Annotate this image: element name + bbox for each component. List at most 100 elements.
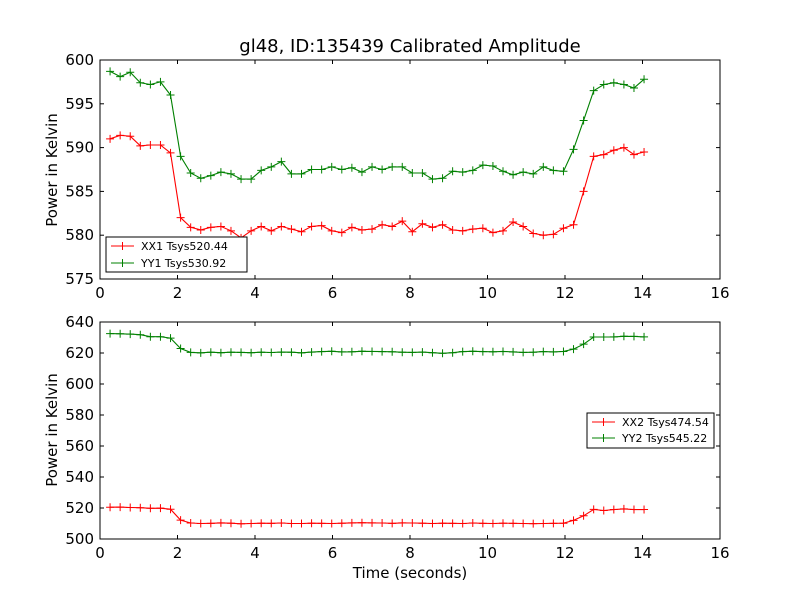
bottom-data-point [448, 348, 457, 357]
bottom-data-point [418, 348, 427, 357]
top-data-point [569, 220, 578, 229]
bottom-data-point [226, 519, 235, 528]
bottom-data-point [186, 519, 195, 528]
bottom-data-point [267, 519, 276, 528]
top-data-point [136, 141, 145, 150]
bottom-data-point [629, 505, 638, 514]
bottom-data-point [106, 329, 115, 338]
bottom-y-tick-label: 640 [65, 313, 94, 331]
top-y-tick-label: 585 [65, 182, 94, 200]
bottom-data-point [337, 519, 346, 528]
bottom-data-point [156, 332, 165, 341]
top-y-axis-label: Power in Kelvin [43, 113, 61, 227]
bottom-data-point [388, 519, 397, 528]
bottom-y-tick-label: 620 [65, 344, 94, 362]
top-data-point [559, 224, 568, 233]
bottom-data-point [609, 332, 618, 341]
top-y-tick-label: 600 [65, 51, 94, 69]
bottom-data-point [418, 519, 427, 528]
top-data-point [549, 166, 558, 175]
top-data-point [327, 226, 336, 235]
top-data-point [458, 226, 467, 235]
top-data-point [499, 226, 507, 235]
top-data-point [176, 213, 185, 222]
bottom-x-tick-label: 0 [95, 544, 105, 562]
top-data-point [509, 170, 518, 179]
top-data-point [640, 147, 649, 156]
top-data-point [267, 226, 276, 235]
bottom-data-point [357, 518, 366, 527]
bottom-data-point [146, 332, 155, 341]
bottom-data-point [529, 348, 538, 357]
bottom-series-layer [106, 329, 649, 528]
bottom-data-point [368, 518, 377, 527]
bottom-legend-entry-yy2: YY2 Tsys545.22 [592, 432, 707, 445]
bottom-data-point [337, 347, 346, 356]
bottom-x-tick-label: 4 [250, 544, 260, 562]
top-series-layer [106, 67, 649, 242]
bottom-y-axis-label: Power in Kelvin [43, 373, 61, 487]
bottom-data-point [176, 516, 185, 525]
top-data-point [599, 150, 608, 159]
bottom-data-point [176, 344, 185, 353]
top-data-point [327, 162, 336, 171]
top-data-point [277, 222, 286, 231]
top-data-point [337, 165, 346, 174]
bottom-data-point [327, 347, 336, 356]
bottom-data-point [277, 348, 286, 357]
bottom-data-point [196, 519, 205, 528]
top-legend: XX1 Tsys520.44 YY1 Tsys530.92 [105, 236, 248, 273]
bottom-x-tick-label: 6 [328, 544, 338, 562]
bottom-y-tick-label: 560 [65, 437, 94, 455]
top-data-point [629, 150, 638, 159]
bottom-data-point [640, 332, 649, 341]
top-chart: gl48, ID:135439 Calibrated Amplitude 0 2 4… [43, 36, 730, 302]
top-data-point [126, 132, 135, 141]
top-data-point [539, 231, 548, 240]
bottom-data-point [156, 504, 165, 513]
top-data-point [640, 75, 649, 84]
top-data-point [478, 224, 487, 233]
bottom-data-point [519, 348, 528, 357]
top-data-point [347, 223, 356, 232]
bottom-y-tick-label: 600 [65, 375, 94, 393]
top-data-point [206, 223, 215, 232]
top-data-point [468, 225, 477, 234]
top-data-point [347, 163, 356, 172]
top-data-point [257, 166, 266, 175]
bottom-data-point [357, 347, 366, 356]
bottom-data-point [166, 505, 175, 514]
bottom-data-point [247, 348, 256, 357]
bottom-data-point [186, 348, 195, 357]
bottom-data-point [448, 519, 457, 528]
top-data-point [629, 84, 638, 93]
bottom-data-point [549, 519, 558, 528]
bottom-legend-box [586, 412, 715, 449]
top-y-tick-label: 590 [65, 139, 94, 157]
bottom-data-point [206, 519, 215, 528]
top-data-point [317, 221, 326, 230]
top-data-point [357, 168, 366, 177]
bottom-data-point [428, 519, 437, 528]
bottom-data-point [116, 503, 125, 512]
bottom-data-point [327, 519, 336, 528]
bottom-data-point [488, 519, 497, 528]
top-data-point [368, 225, 377, 234]
top-data-point [438, 174, 447, 183]
top-data-point [569, 145, 578, 154]
bottom-data-point [428, 348, 437, 357]
top-data-point [529, 229, 538, 238]
top-data-point [448, 167, 457, 176]
bottom-data-point [509, 519, 518, 528]
top-data-point [499, 167, 507, 176]
bottom-data-point [257, 519, 266, 528]
bottom-x-tick-label: 16 [710, 544, 729, 562]
top-data-point [287, 225, 296, 234]
top-data-point [448, 225, 457, 234]
bottom-y-tick-label: 520 [65, 499, 94, 517]
bottom-data-point [196, 348, 205, 357]
top-data-point [428, 223, 437, 232]
top-data-point [609, 78, 618, 87]
top-data-point [106, 67, 115, 76]
bottom-data-point [458, 347, 467, 356]
